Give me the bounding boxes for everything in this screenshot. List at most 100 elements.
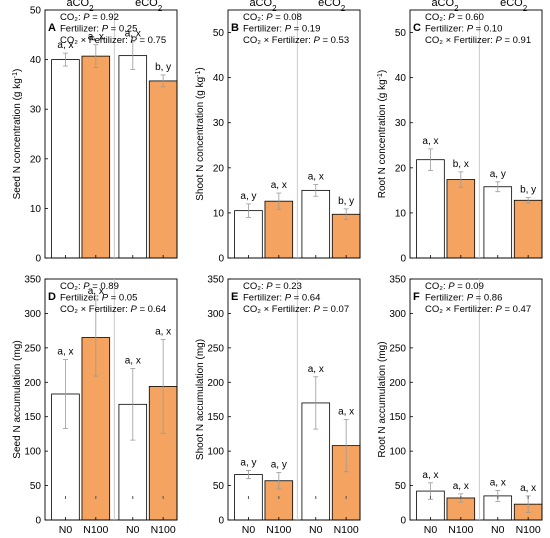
stats-line: CO₂: P = 0.23 bbox=[243, 281, 302, 292]
significance-letter: a, x bbox=[271, 180, 287, 191]
y-tick-label: 50 bbox=[213, 481, 225, 492]
y-tick-label: 50 bbox=[395, 28, 407, 39]
y-tick-label: 0 bbox=[218, 254, 224, 265]
y-tick-label: 0 bbox=[400, 254, 406, 265]
significance-letter: a, x bbox=[125, 356, 141, 367]
significance-letter: a, x bbox=[338, 406, 354, 417]
x-category-label: N0 bbox=[242, 524, 256, 536]
y-tick-label: 350 bbox=[24, 275, 41, 286]
co2-group-label: aCO2 bbox=[66, 0, 94, 13]
panel-C: a, x b, x a, y b, y 0 10 20 30 40 50 Root N concen… bbox=[377, 0, 543, 265]
panel-letter: B bbox=[231, 22, 239, 34]
x-category-label: N0 bbox=[491, 524, 505, 536]
x-category-label: N100 bbox=[151, 524, 176, 536]
y-tick-label: 30 bbox=[213, 118, 225, 129]
plot-frame bbox=[409, 278, 543, 521]
x-category-label: N100 bbox=[83, 524, 108, 536]
significance-letter: b, y bbox=[155, 62, 171, 73]
stats-line: Fertilizer: P = 0.86 bbox=[425, 293, 502, 304]
x-category-label: N100 bbox=[448, 524, 473, 536]
y-tick-label: 300 bbox=[207, 309, 224, 320]
stats-line: CO₂: P = 0.89 bbox=[60, 281, 119, 292]
y-axis-label: Root N concentration (g kg-1) bbox=[377, 70, 389, 199]
y-tick-label: 0 bbox=[35, 516, 41, 527]
stats-line: CO₂ × Fertilizer: P = 0.64 bbox=[60, 304, 166, 315]
y-tick-label: 50 bbox=[30, 481, 42, 492]
bar-n100-aco2 bbox=[446, 179, 476, 259]
bar-n0-aco2 bbox=[416, 159, 445, 259]
stats-line: CO₂ × Fertilizer: P = 0.07 bbox=[243, 304, 349, 315]
panel-letter: F bbox=[413, 291, 420, 303]
significance-letter: a, x bbox=[422, 136, 438, 147]
y-tick-label: 150 bbox=[389, 412, 406, 423]
y-tick-label: 40 bbox=[213, 73, 225, 84]
stats-line: CO₂ × Fertilizer: P = 0.47 bbox=[425, 304, 531, 315]
y-tick-label: 50 bbox=[395, 481, 407, 492]
y-tick-label: 0 bbox=[35, 254, 41, 265]
panel-E: a, y a, y a, x a, x 0 50 100 150 200 250 300 350 Sho… bbox=[195, 275, 361, 536]
y-tick-label: 0 bbox=[400, 516, 406, 527]
y-tick-label: 150 bbox=[207, 412, 224, 423]
y-axis-label: Seed N concentration (g kg-1) bbox=[12, 69, 24, 200]
y-tick-label: 50 bbox=[30, 6, 42, 17]
significance-letter: a, x bbox=[308, 172, 324, 183]
plot-frame bbox=[409, 9, 543, 259]
significance-letter: a, x bbox=[155, 327, 171, 338]
stats-line: Fertilizer: P = 0.05 bbox=[60, 293, 137, 304]
y-tick-label: 50 bbox=[213, 28, 225, 39]
significance-letter: a, y bbox=[240, 457, 256, 468]
panel-letter: E bbox=[231, 291, 238, 303]
y-axis-label: Shoot N accumulation (mg) bbox=[195, 339, 206, 460]
bar-n100-eco2 bbox=[331, 213, 361, 259]
stats-line: CO₂ × Fertilizer: P = 0.53 bbox=[243, 35, 349, 46]
plot-frame bbox=[227, 9, 361, 259]
y-tick-label: 250 bbox=[207, 343, 224, 354]
significance-letter: a, x bbox=[88, 286, 104, 297]
stats-line: CO₂: P = 0.92 bbox=[60, 12, 119, 23]
co2-group-label: eCO2 bbox=[500, 0, 528, 13]
y-tick-label: 20 bbox=[30, 154, 42, 165]
y-tick-label: 100 bbox=[389, 447, 406, 458]
y-axis-label: Shoot N concentration (g kg-1) bbox=[195, 67, 207, 201]
significance-letter: a, x bbox=[57, 347, 73, 358]
significance-letter: a, x bbox=[422, 470, 438, 481]
y-axis-label: Root N accumulation (mg) bbox=[377, 341, 388, 457]
y-tick-label: 10 bbox=[395, 208, 407, 219]
significance-letter: a, x bbox=[520, 483, 536, 494]
x-category-label: N0 bbox=[424, 524, 438, 536]
stats-line: CO₂: P = 0.60 bbox=[425, 12, 484, 23]
y-tick-label: 350 bbox=[389, 275, 406, 286]
stats-line: CO₂: P = 0.08 bbox=[243, 12, 302, 23]
y-tick-label: 40 bbox=[395, 73, 407, 84]
significance-letter: a, y bbox=[490, 169, 506, 180]
bar-n0-eco2 bbox=[483, 186, 513, 259]
y-tick-label: 350 bbox=[207, 275, 224, 286]
y-tick-label: 150 bbox=[24, 412, 41, 423]
y-tick-label: 30 bbox=[395, 118, 407, 129]
stats-line: CO₂ × Fertilizer: P = 0.91 bbox=[425, 35, 531, 46]
x-category-label: N0 bbox=[126, 524, 140, 536]
plot-frame bbox=[44, 9, 178, 259]
panel-A: a, x a, x a, x b, y 0 10 20 30 40 50 Seed N concen… bbox=[12, 0, 178, 265]
y-tick-label: 200 bbox=[24, 378, 41, 389]
significance-letter: a, x bbox=[88, 32, 104, 43]
stats-line: CO₂: P = 0.09 bbox=[425, 281, 484, 292]
y-tick-label: 300 bbox=[24, 309, 41, 320]
x-category-label: N100 bbox=[266, 524, 291, 536]
panel-F: a, x a, x a, x a, x 0 50 100 150 200 250 300 350 Roo… bbox=[377, 275, 543, 536]
co2-group-label: eCO2 bbox=[135, 0, 163, 13]
y-tick-label: 40 bbox=[30, 55, 42, 66]
bar-n100-eco2 bbox=[513, 199, 543, 259]
bar-n0-eco2 bbox=[301, 189, 331, 259]
co2-group-label: aCO2 bbox=[249, 0, 277, 13]
significance-letter: a, y bbox=[271, 459, 287, 470]
y-tick-label: 200 bbox=[389, 378, 406, 389]
significance-letter: a, x bbox=[308, 364, 324, 375]
y-tick-label: 250 bbox=[24, 343, 41, 354]
y-tick-label: 20 bbox=[395, 163, 407, 174]
plot-frame bbox=[44, 278, 178, 521]
y-tick-label: 300 bbox=[389, 309, 406, 320]
y-tick-label: 10 bbox=[30, 204, 42, 215]
bar-n100-aco2 bbox=[81, 55, 111, 259]
